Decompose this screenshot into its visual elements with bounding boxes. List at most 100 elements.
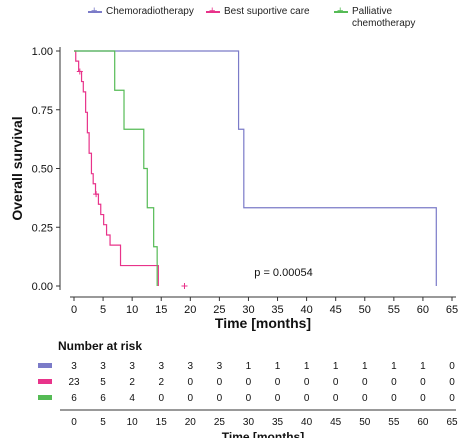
risk-cell: 6	[71, 393, 77, 404]
risk-cell: 5	[100, 377, 106, 388]
risk-x-tick-label: 0	[71, 417, 77, 428]
p-value-annotation: p = 0.00054	[254, 267, 312, 279]
risk-cell: 0	[362, 393, 368, 404]
survival-curves	[74, 50, 437, 289]
x-tick-label: 65	[446, 304, 458, 316]
x-tick-label: 35	[271, 304, 283, 316]
risk-cell: 23	[68, 377, 80, 388]
risk-cell: 0	[333, 377, 339, 388]
risk-cell: 0	[246, 393, 252, 404]
y-tick-label: 0.25	[32, 222, 53, 234]
risk-cell: 2	[129, 377, 135, 388]
risk-cell: 0	[333, 393, 339, 404]
legend-censor-mark-icon: +	[91, 5, 98, 17]
risk-row-swatch	[38, 395, 52, 400]
risk-cell: 3	[158, 361, 164, 372]
risk-cell: 0	[217, 377, 223, 388]
x-tick-label: 60	[417, 304, 429, 316]
risk-cell: 1	[275, 361, 281, 372]
risk-x-tick-label: 60	[417, 417, 429, 428]
y-tick-label: 0.75	[32, 105, 53, 117]
risk-cell: 1	[246, 361, 252, 372]
risk-cell: 0	[362, 377, 368, 388]
risk-cell: 0	[158, 393, 164, 404]
risk-x-tick-label: 15	[156, 417, 168, 428]
risk-row-swatch	[38, 363, 52, 368]
risk-cell: 3	[100, 361, 106, 372]
risk-x-tick-label: 20	[185, 417, 197, 428]
chart-legend: + Chemoradiotherapy + Best suportive car…	[0, 0, 474, 40]
risk-cell: 0	[217, 393, 223, 404]
x-tick-label: 5	[100, 304, 106, 316]
y-axis-label: Overall survival	[9, 116, 25, 220]
legend-label-palliative-chemotherapy: Palliative chemotherapy	[352, 6, 416, 29]
risk-cell: 6	[100, 393, 106, 404]
x-tick-label: 15	[155, 304, 167, 316]
risk-row-swatch	[38, 379, 52, 384]
legend-item-best-supportive-care: + Best suportive care	[206, 5, 310, 18]
x-tick-label: 25	[213, 304, 225, 316]
legend-censor-mark-icon: +	[209, 5, 216, 17]
x-tick-label: 45	[330, 304, 342, 316]
x-tick-label: 50	[359, 304, 371, 316]
y-tick-label: 0.50	[32, 164, 53, 176]
censor-mark	[93, 191, 100, 198]
risk-cell: 0	[188, 377, 194, 388]
risk-cell: 0	[391, 393, 397, 404]
risk-cell: 0	[188, 393, 194, 404]
risk-x-tick-label: 40	[301, 417, 313, 428]
risk-cell: 0	[449, 393, 455, 404]
risk-table-title: Number at risk	[58, 339, 142, 353]
x-tick-label: 10	[126, 304, 138, 316]
risk-cell: 3	[217, 361, 223, 372]
survival-curve-series-2	[74, 50, 159, 286]
risk-x-tick-label: 45	[330, 417, 342, 428]
risk-x-tick-label: 35	[272, 417, 284, 428]
legend-item-palliative-chemotherapy: + Palliative chemotherapy	[334, 5, 416, 30]
risk-cell: 0	[420, 393, 426, 404]
legend-label-best-supportive-care: Best suportive care	[224, 6, 310, 17]
plot-axes: 0.00 0.25 0.50 0.75 1.00 0 5 10 15 20 25 30 35 40 45 50…	[32, 46, 459, 316]
risk-cell: 0	[304, 377, 310, 388]
risk-x-tick-label: 65	[446, 417, 458, 428]
risk-cell: 2	[158, 377, 164, 388]
risk-cell: 3	[129, 361, 135, 372]
censor-mark	[181, 283, 188, 289]
risk-cell: 0	[304, 393, 310, 404]
risk-cell: 1	[362, 361, 368, 372]
legend-label-chemoradiotherapy: Chemoradiotherapy	[106, 6, 194, 17]
risk-cell: 3	[188, 361, 194, 372]
risk-cell: 0	[449, 361, 455, 372]
y-tick-label: 0.00	[32, 281, 53, 293]
censor-mark	[76, 68, 83, 75]
risk-x-tick-label: 55	[388, 417, 400, 428]
x-tick-label: 40	[300, 304, 312, 316]
risk-cell: 0	[391, 377, 397, 388]
risk-table-x-label: Time [months]	[222, 430, 304, 438]
x-tick-label: 20	[184, 304, 196, 316]
risk-x-tick-label: 30	[243, 417, 255, 428]
legend-swatch-chemoradiotherapy	[88, 11, 102, 13]
x-tick-label: 30	[242, 304, 254, 316]
survival-plot: 0.00 0.25 0.50 0.75 1.00 0 5 10 15 20 25 30 35 40 45 50…	[9, 46, 459, 331]
x-tick-label: 55	[388, 304, 400, 316]
risk-cell: 0	[420, 377, 426, 388]
risk-cell: 0	[246, 377, 252, 388]
risk-table-body: 3 3 3 3 3 3 1 1 1 1 1 1 1 023 5 2 2 0 0 0 0 0 0 0 0 0 06 6 4 0 0 0 0 0 0 0 0…	[38, 361, 458, 428]
legend-swatch-best-supportive-care	[206, 11, 220, 13]
risk-x-tick-label: 5	[100, 417, 106, 428]
x-tick-label: 0	[71, 304, 77, 316]
risk-cell: 1	[333, 361, 339, 372]
risk-x-tick-label: 50	[359, 417, 371, 428]
legend-swatch-palliative-chemotherapy	[334, 11, 348, 13]
x-axis-label: Time [months]	[215, 315, 311, 331]
survival-curve-series-1	[74, 50, 437, 286]
survival-curve-series-3	[74, 50, 158, 286]
y-tick-label: 1.00	[32, 46, 53, 58]
risk-cell: 3	[71, 361, 77, 372]
risk-cell: 1	[304, 361, 310, 372]
risk-cell: 0	[275, 377, 281, 388]
legend-item-chemoradiotherapy: + Chemoradiotherapy	[88, 5, 194, 18]
risk-x-tick-label: 10	[127, 417, 139, 428]
risk-cell: 0	[275, 393, 281, 404]
